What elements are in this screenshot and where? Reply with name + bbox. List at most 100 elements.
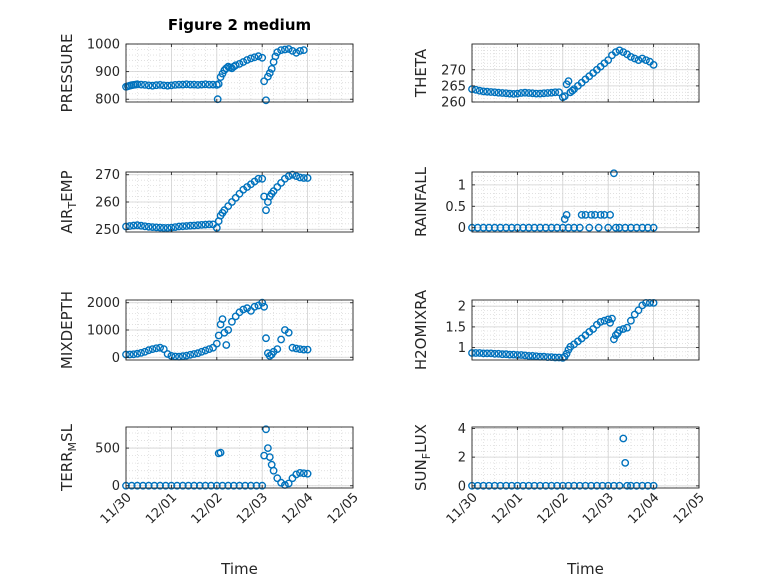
data-point <box>600 210 609 219</box>
x-tick-label: 12/05 <box>325 490 362 527</box>
data-point <box>144 81 153 90</box>
data-point <box>638 54 647 63</box>
y-axis-label: H2OMIXRA <box>412 289 430 370</box>
y-tick-label: 0 <box>458 479 466 494</box>
data-point <box>258 53 267 62</box>
data-point <box>140 81 149 89</box>
data-point <box>606 318 614 327</box>
data-point <box>182 351 191 360</box>
data-point <box>587 210 596 219</box>
data-point <box>536 481 544 490</box>
data-point <box>528 89 537 98</box>
data-point <box>621 223 630 232</box>
data-point <box>265 69 274 77</box>
data-point <box>490 88 499 97</box>
data-point <box>190 221 199 230</box>
y-axis-label: THETA <box>412 48 430 98</box>
data-point <box>619 325 628 333</box>
data-point <box>299 345 308 354</box>
y-tick-label: 250 <box>95 223 120 238</box>
data-point <box>182 80 191 89</box>
data-point <box>494 349 503 358</box>
subplot-pressure: 800 900 1000 PRESSURE Figure 2 medium <box>58 16 354 112</box>
data-point <box>479 87 488 96</box>
data-point <box>207 481 216 490</box>
x-tick-label: 12/04 <box>625 490 662 527</box>
data-point <box>133 221 142 230</box>
data-point <box>190 80 199 89</box>
data-point <box>303 345 312 354</box>
data-point <box>296 468 304 477</box>
data-point <box>129 350 138 359</box>
data-point <box>611 223 620 232</box>
data-point <box>649 61 658 69</box>
data-point <box>277 335 285 344</box>
data-point <box>137 221 146 230</box>
data-point <box>303 469 312 478</box>
y-tick-label: 2 <box>458 451 466 466</box>
y-tick-label: 270 <box>441 63 466 78</box>
data-point <box>186 80 195 89</box>
data-point <box>201 220 210 229</box>
data-point <box>144 222 153 231</box>
y-tick-label: 2 <box>458 300 466 315</box>
y-tick-label: 500 <box>95 442 120 457</box>
data-point <box>250 53 259 62</box>
axes-box <box>471 299 700 361</box>
data-point <box>621 458 630 467</box>
y-axis-label: AIRTEMP <box>58 170 79 233</box>
data-point <box>610 481 618 490</box>
data-point <box>280 45 289 54</box>
data-point <box>615 223 624 232</box>
data-point <box>483 87 491 96</box>
data-point <box>615 326 624 335</box>
data-point <box>269 466 278 475</box>
data-point <box>265 351 274 360</box>
data-point <box>195 481 204 490</box>
data-point <box>479 223 488 232</box>
data-point <box>205 220 214 229</box>
data-point <box>171 81 180 89</box>
data-point <box>175 222 183 231</box>
data-point <box>560 215 569 224</box>
data-point <box>260 192 268 201</box>
y-axis-label: TERRMSL <box>58 423 79 492</box>
data-point <box>630 310 639 319</box>
data-point <box>541 223 550 232</box>
data-point <box>292 470 301 479</box>
data-point <box>214 80 223 88</box>
data-point <box>148 223 157 232</box>
data-point <box>296 345 304 353</box>
data-point <box>156 343 165 352</box>
y-tick-label: 1.5 <box>445 320 466 335</box>
data-point <box>604 481 613 490</box>
data-point <box>513 481 522 490</box>
data-series <box>468 46 658 102</box>
data-point <box>505 89 514 98</box>
data-point <box>239 58 248 66</box>
data-point <box>167 81 176 90</box>
data-point <box>209 343 217 352</box>
data-point <box>475 349 484 357</box>
y-axis-label: SUNFLUX <box>412 424 433 491</box>
axes-box <box>471 171 700 233</box>
data-point <box>596 210 605 219</box>
y-tick-label: 0 <box>112 479 120 494</box>
data-point <box>528 351 537 360</box>
data-point <box>299 469 308 478</box>
data-point <box>558 481 567 490</box>
data-point <box>498 89 507 97</box>
data-point <box>235 189 244 198</box>
data-point <box>564 481 573 490</box>
data-point <box>483 349 491 358</box>
data-point <box>577 210 586 219</box>
data-point <box>530 481 539 490</box>
data-point <box>494 88 503 97</box>
subplot-rainfall: 0 0.5 1 RAINFALL <box>412 166 700 237</box>
data-point <box>604 56 613 64</box>
data-point <box>619 48 628 56</box>
x-axis-label: Time <box>566 560 604 578</box>
data-point <box>630 54 639 63</box>
data-point <box>277 46 285 54</box>
